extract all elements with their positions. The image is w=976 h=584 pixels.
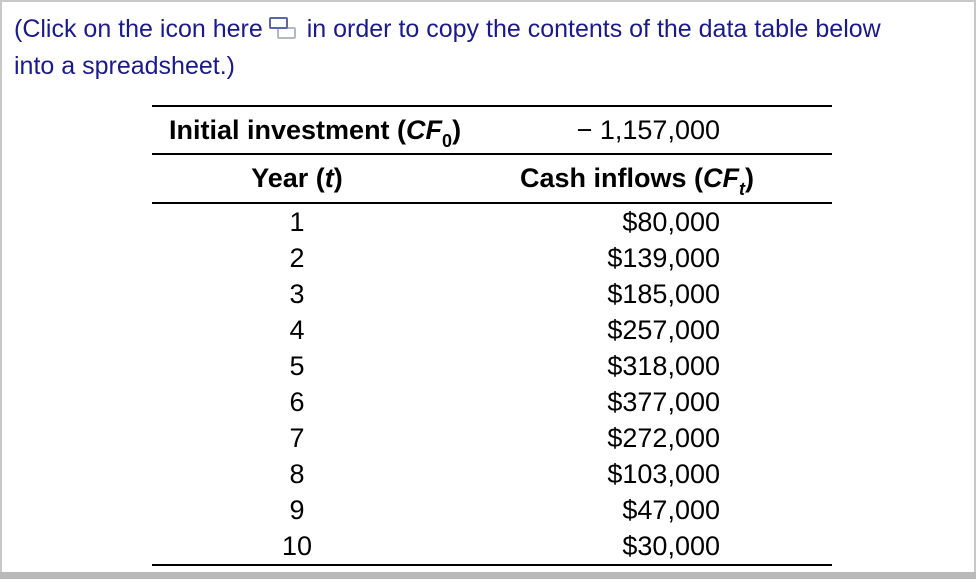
year-cell: 3 bbox=[289, 278, 305, 309]
cash-flow-table: Initial investment (CF0) − 1,157,000 Yea… bbox=[152, 105, 832, 566]
copy-icon-front-rect bbox=[268, 17, 288, 29]
table-row: 2 $139,000 bbox=[152, 240, 832, 276]
cash-inflow-cell: $103,000 bbox=[607, 458, 720, 489]
cash-inflow-cell: $80,000 bbox=[622, 206, 720, 237]
table-row: 1 $80,000 bbox=[152, 204, 832, 240]
year-cell: 8 bbox=[289, 458, 305, 489]
table-row: 7 $272,000 bbox=[152, 420, 832, 456]
table-row: 10 $30,000 bbox=[152, 528, 832, 564]
year-column-header: Year (t) bbox=[251, 163, 343, 193]
instruction-line2: into a spreadsheet.) bbox=[14, 52, 235, 80]
year-cell: 9 bbox=[289, 494, 305, 525]
initial-investment-row: Initial investment (CF0) − 1,157,000 bbox=[152, 107, 832, 155]
instruction-text: (Click on the icon here in order to copy … bbox=[14, 11, 954, 85]
column-header-row: Year (t) Cash inflows (CFt) bbox=[152, 155, 832, 204]
instruction-line1-after: in order to copy the contents of the dat… bbox=[306, 15, 881, 43]
table-row: 4 $257,000 bbox=[152, 312, 832, 348]
table-row: 5 $318,000 bbox=[152, 348, 832, 384]
initial-investment-value: − 1,157,000 bbox=[576, 114, 720, 145]
year-cell: 10 bbox=[281, 530, 313, 561]
table-row: 6 $377,000 bbox=[152, 384, 832, 420]
bottom-divider-bar bbox=[0, 572, 976, 579]
year-cell: 7 bbox=[289, 422, 305, 453]
cash-inflow-cell: $318,000 bbox=[607, 350, 720, 381]
cash-inflow-cell: $47,000 bbox=[622, 494, 720, 525]
content-panel: (Click on the icon here in order to copy … bbox=[0, 0, 976, 572]
cash-inflow-cell: $377,000 bbox=[607, 386, 720, 417]
cash-inflow-cell: $185,000 bbox=[607, 278, 720, 309]
table-row: 8 $103,000 bbox=[152, 456, 832, 492]
cash-inflow-cell: $30,000 bbox=[622, 530, 720, 561]
cash-inflow-cell: $139,000 bbox=[607, 242, 720, 273]
cash-inflow-cell: $257,000 bbox=[607, 314, 720, 345]
year-cell: 1 bbox=[289, 206, 305, 237]
instruction-line1-before: (Click on the icon here bbox=[14, 15, 263, 43]
initial-investment-label: Initial investment (CF0) bbox=[169, 114, 462, 151]
table-row: 3 $185,000 bbox=[152, 276, 832, 312]
table-row: 9 $47,000 bbox=[152, 492, 832, 528]
cash-inflow-cell: $272,000 bbox=[607, 422, 720, 453]
year-cell: 2 bbox=[289, 242, 305, 273]
year-cell: 6 bbox=[289, 386, 305, 417]
copy-icon[interactable] bbox=[268, 17, 297, 41]
year-cell: 4 bbox=[289, 314, 305, 345]
year-cell: 5 bbox=[289, 350, 305, 381]
cash-inflows-column-header: Cash inflows (CFt) bbox=[519, 163, 754, 199]
